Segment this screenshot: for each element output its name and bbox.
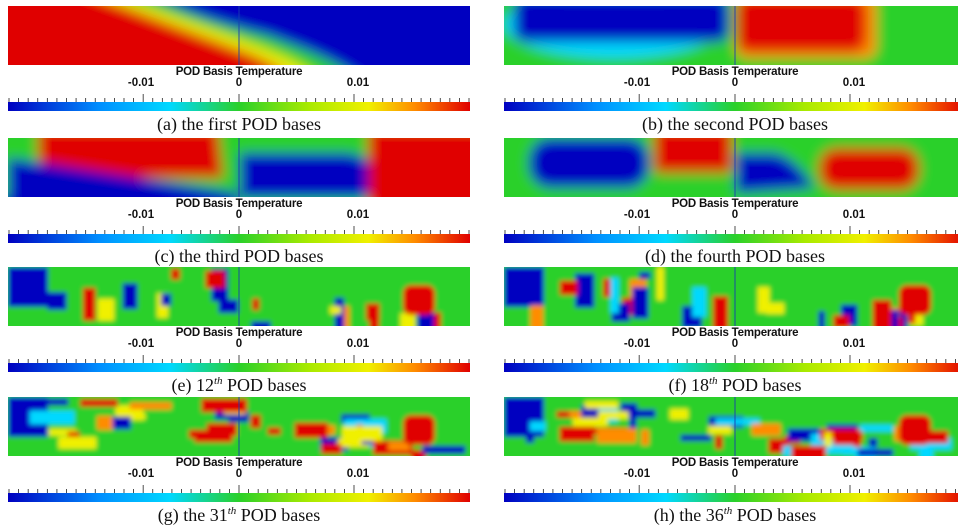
colorbar	[8, 355, 470, 372]
caption-ordinal-suffix: th	[723, 505, 733, 517]
caption-letter: (d)	[645, 246, 666, 266]
figure-panel: POD Basis Temperature -0.01 0 0.01 (h) the 3…	[504, 397, 958, 529]
panel-caption: (d) the fourth POD bases	[504, 246, 958, 266]
caption-suffix: POD bases	[227, 375, 307, 395]
colorbar-title: POD Basis Temperature	[671, 198, 799, 210]
caption-letter: (g)	[157, 505, 179, 525]
caption-suffix: POD bases	[722, 375, 802, 395]
colorbar-tick-label: 0	[731, 77, 739, 89]
colorbar-tick-label: 0.01	[346, 468, 370, 480]
colorbar-tick-label: 0.01	[346, 77, 370, 89]
figure-panel: POD Basis Temperature -0.01 0 0.01 (g) the 3…	[8, 397, 470, 529]
panel-caption: (e) 12th POD bases	[8, 375, 470, 395]
panel-caption: (c) the third POD bases	[8, 246, 470, 266]
colorbar-tick-label: 0	[235, 209, 243, 221]
caption-letter: (e)	[171, 375, 192, 395]
caption-prefix: the second	[667, 114, 744, 134]
colorbar-tick-label: -0.01	[127, 209, 155, 221]
colorbar-tick-label: 0.01	[842, 77, 866, 89]
colorbar-tick-label: -0.01	[127, 468, 155, 480]
colorbar-tick-label: 0	[731, 209, 739, 221]
temperature-field-plot	[504, 6, 958, 65]
panel-caption: (b) the second POD bases	[504, 114, 958, 134]
figure-panel: POD Basis Temperature -0.01 0 0.01 (f) 18th …	[504, 267, 958, 399]
caption-ordinal-suffix: th	[708, 375, 718, 387]
caption-ordinal-suffix: th	[227, 505, 237, 517]
temperature-field-plot	[504, 138, 958, 197]
colorbar-tick-label: 0.01	[346, 338, 370, 350]
caption-prefix: the first	[181, 114, 237, 134]
caption-prefix: the 31	[183, 505, 228, 525]
colorbar	[504, 355, 958, 372]
colorbar-tick-label: 0	[235, 468, 243, 480]
caption-prefix: 18	[690, 375, 709, 395]
caption-letter: (f)	[668, 375, 687, 395]
figure-panel: POD Basis Temperature -0.01 0 0.01 (d) the f…	[504, 138, 958, 270]
caption-prefix: the third	[178, 246, 240, 266]
figure-panel: POD Basis Temperature -0.01 0 0.01 (b) the s…	[504, 6, 958, 138]
panel-caption: (g) the 31th POD bases	[8, 505, 470, 525]
caption-prefix: the fourth	[670, 246, 741, 266]
temperature-field-plot	[8, 267, 470, 326]
caption-prefix: the 36	[679, 505, 724, 525]
caption-suffix: POD bases	[240, 505, 321, 525]
temperature-field-plot	[8, 138, 470, 197]
caption-suffix: POD bases	[736, 505, 817, 525]
temperature-field-plot	[504, 397, 958, 456]
panel-caption: (h) the 36th POD bases	[504, 505, 958, 525]
temperature-field-plot	[8, 6, 470, 65]
colorbar	[8, 485, 470, 502]
colorbar	[504, 226, 958, 243]
colorbar-tick-label: 0.01	[842, 209, 866, 221]
colorbar-tick-label: 0.01	[842, 468, 866, 480]
colorbar-tick-label: -0.01	[623, 77, 651, 89]
colorbar-title: POD Basis Temperature	[671, 66, 799, 78]
colorbar-tick-label: 0.01	[346, 209, 370, 221]
caption-suffix: POD bases	[748, 114, 828, 134]
colorbar-tick-label: -0.01	[623, 209, 651, 221]
colorbar-tick-label: -0.01	[623, 468, 651, 480]
colorbar-title: POD Basis Temperature	[175, 327, 303, 339]
colorbar-tick-label: 0	[235, 338, 243, 350]
colorbar	[8, 226, 470, 243]
colorbar-tick-label: 0	[731, 468, 739, 480]
colorbar-title: POD Basis Temperature	[175, 66, 303, 78]
caption-suffix: POD bases	[745, 246, 825, 266]
colorbar	[8, 94, 470, 111]
caption-suffix: POD bases	[241, 114, 321, 134]
panel-caption: (f) 18th POD bases	[504, 375, 958, 395]
figure-panel: POD Basis Temperature -0.01 0 0.01 (a) the f…	[8, 6, 470, 138]
caption-prefix: 12	[195, 375, 214, 395]
colorbar-tick-label: -0.01	[127, 77, 155, 89]
caption-suffix: POD bases	[243, 246, 324, 266]
colorbar-title: POD Basis Temperature	[175, 198, 303, 210]
caption-letter: (h)	[653, 505, 675, 525]
colorbar-title: POD Basis Temperature	[175, 457, 303, 469]
temperature-field-plot	[504, 267, 958, 326]
figure-panel: POD Basis Temperature -0.01 0 0.01 (e) 12th …	[8, 267, 470, 399]
caption-letter: (c)	[154, 246, 175, 266]
caption-ordinal-suffix: th	[213, 375, 223, 387]
colorbar	[504, 485, 958, 502]
colorbar-tick-label: 0.01	[842, 338, 866, 350]
colorbar-tick-label: 0	[731, 338, 739, 350]
caption-letter: (b)	[642, 114, 663, 134]
colorbar-title: POD Basis Temperature	[671, 327, 799, 339]
figure-panel: POD Basis Temperature -0.01 0 0.01 (c) the t…	[8, 138, 470, 270]
colorbar-title: POD Basis Temperature	[671, 457, 799, 469]
colorbar	[504, 94, 958, 111]
panel-caption: (a) the first POD bases	[8, 114, 470, 134]
temperature-field-plot	[8, 397, 470, 456]
colorbar-tick-label: 0	[235, 77, 243, 89]
colorbar-tick-label: -0.01	[127, 338, 155, 350]
colorbar-tick-label: -0.01	[623, 338, 651, 350]
caption-letter: (a)	[157, 114, 177, 134]
